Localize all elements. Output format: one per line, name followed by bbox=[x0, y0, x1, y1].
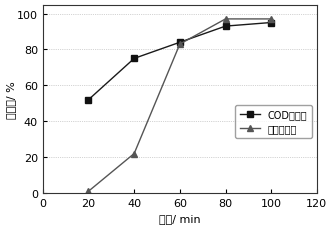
Legend: COD去除率, 色度去除率: COD去除率, 色度去除率 bbox=[235, 105, 312, 139]
色度去除率 bbox=[178, 44, 182, 46]
COD去除率 bbox=[178, 42, 182, 44]
COD去除率 bbox=[269, 22, 273, 25]
COD去除率 bbox=[223, 26, 227, 28]
COD去除率 bbox=[87, 99, 91, 102]
Line: 色度去除率: 色度去除率 bbox=[85, 16, 275, 195]
色度去除率 bbox=[223, 19, 227, 21]
色度去除率 bbox=[269, 19, 273, 21]
色度去除率 bbox=[87, 190, 91, 193]
X-axis label: 时间/ min: 时间/ min bbox=[159, 213, 201, 224]
COD去除率 bbox=[132, 58, 136, 60]
Line: COD去除率: COD去除率 bbox=[85, 20, 275, 104]
色度去除率 bbox=[132, 153, 136, 155]
Y-axis label: 去除率/ %: 去除率/ % bbox=[6, 81, 16, 118]
